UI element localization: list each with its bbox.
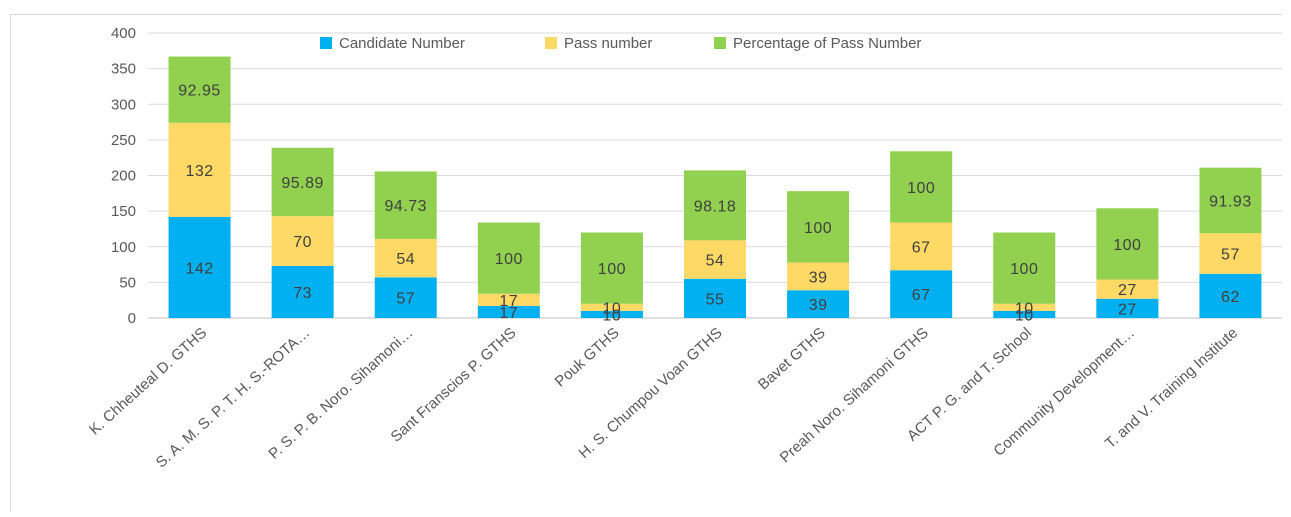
bar-segment-pass-number (271, 216, 334, 266)
bar-segment-candidate-number (890, 270, 953, 318)
bar-segment-percentage-of-pass-number (477, 222, 540, 294)
y-tick-label: 250 (111, 132, 136, 149)
legend: Candidate Number Pass number Percentage of… (320, 35, 921, 52)
bar-segment-percentage-of-pass-number (684, 170, 746, 241)
y-tick-label: 200 (111, 168, 136, 185)
bar-segment-pass-number (890, 222, 953, 271)
data-label: 132 (185, 163, 213, 180)
y-tick-label: 400 (111, 25, 136, 42)
bar-segment-percentage-of-pass-number (1096, 208, 1159, 280)
bar-segment-pass-number (168, 122, 231, 217)
bar-segment-percentage-of-pass-number (993, 232, 1056, 304)
data-label: 54 (706, 253, 725, 270)
x-tick-label: K. Chheuteal D. GTHS (86, 324, 210, 438)
bar-segment-pass-number (580, 303, 643, 311)
data-label: 94.73 (384, 198, 427, 215)
bar-segment-pass-number (477, 293, 540, 306)
data-label: 73 (293, 285, 312, 302)
x-tick-label: Pouk GTHS (552, 324, 623, 390)
y-tick-label: 0 (128, 310, 136, 327)
data-label: 27 (1118, 282, 1137, 299)
bar-segment-candidate-number (684, 278, 746, 318)
x-tick-label: Bavet GTHS (755, 324, 829, 393)
bar-segment-candidate-number (993, 310, 1056, 318)
legend-label: Pass number (564, 35, 652, 52)
data-label: 10 (1015, 307, 1034, 324)
data-label: 100 (907, 180, 935, 197)
bar-segment-percentage-of-pass-number (168, 56, 231, 123)
data-label: 10 (1015, 300, 1034, 317)
bar-segment-percentage-of-pass-number (580, 232, 643, 304)
bars (168, 56, 1262, 318)
data-label: 62 (1221, 289, 1240, 306)
bar-segment-candidate-number (1199, 273, 1262, 318)
bar-segment-pass-number (993, 303, 1056, 311)
bar-segment-percentage-of-pass-number (890, 151, 953, 223)
data-label: 92.95 (178, 83, 221, 100)
data-label: 54 (396, 251, 415, 268)
legend-swatch (545, 37, 557, 49)
legend-label: Candidate Number (339, 35, 465, 52)
y-tick-label: 300 (111, 96, 136, 113)
data-labels: 14213292.95737095.89575494.7317171001010… (178, 83, 1251, 325)
bar-segment-pass-number (787, 262, 850, 291)
y-tick-label: 350 (111, 61, 136, 78)
bar-segment-percentage-of-pass-number (787, 191, 850, 263)
data-label: 10 (603, 300, 622, 317)
y-tick-label: 50 (119, 274, 136, 291)
data-label: 70 (293, 234, 312, 251)
data-label: 100 (1113, 237, 1141, 254)
data-label: 67 (912, 287, 931, 304)
bar-segment-candidate-number (168, 216, 231, 318)
data-label: 27 (1118, 301, 1137, 318)
data-label: 57 (396, 291, 415, 308)
data-label: 17 (499, 305, 518, 322)
bar-segment-percentage-of-pass-number (271, 147, 334, 217)
bar-segment-candidate-number (787, 290, 850, 318)
data-label: 95.89 (281, 175, 324, 192)
bar-segment-percentage-of-pass-number (374, 171, 437, 239)
bar-segment-pass-number (1199, 233, 1262, 274)
data-label: 98.18 (694, 198, 737, 215)
data-label: 55 (706, 291, 725, 308)
data-label: 39 (809, 269, 828, 286)
bar-segment-pass-number (1096, 279, 1159, 299)
bar-segment-percentage-of-pass-number (1199, 167, 1262, 234)
bar-segment-pass-number (684, 240, 746, 279)
data-label: 10 (603, 307, 622, 324)
legend-label: Percentage of Pass Number (733, 35, 921, 52)
bar-segment-pass-number (374, 238, 437, 278)
legend-swatch (714, 37, 726, 49)
y-axis-ticks: 0 50 100 150 200 250 300 350 400 (111, 25, 136, 327)
data-label: 100 (495, 251, 523, 268)
data-label: 67 (912, 239, 931, 256)
data-label: 100 (598, 261, 626, 278)
legend-swatch (320, 37, 332, 49)
bar-segment-candidate-number (374, 277, 437, 318)
bar-segment-candidate-number (271, 265, 334, 318)
chart-frame (10, 14, 1282, 512)
y-tick-label: 100 (111, 239, 136, 256)
data-label: 39 (809, 297, 828, 314)
data-label: 142 (185, 260, 213, 277)
bar-segment-candidate-number (477, 305, 540, 318)
data-label: 91.93 (1209, 193, 1252, 210)
data-label: 100 (1010, 261, 1038, 278)
bar-segment-candidate-number (580, 310, 643, 318)
data-label: 17 (499, 293, 518, 310)
data-label: 57 (1221, 247, 1240, 264)
bar-segment-candidate-number (1096, 298, 1159, 318)
data-label: 100 (804, 220, 832, 237)
y-tick-label: 150 (111, 203, 136, 220)
